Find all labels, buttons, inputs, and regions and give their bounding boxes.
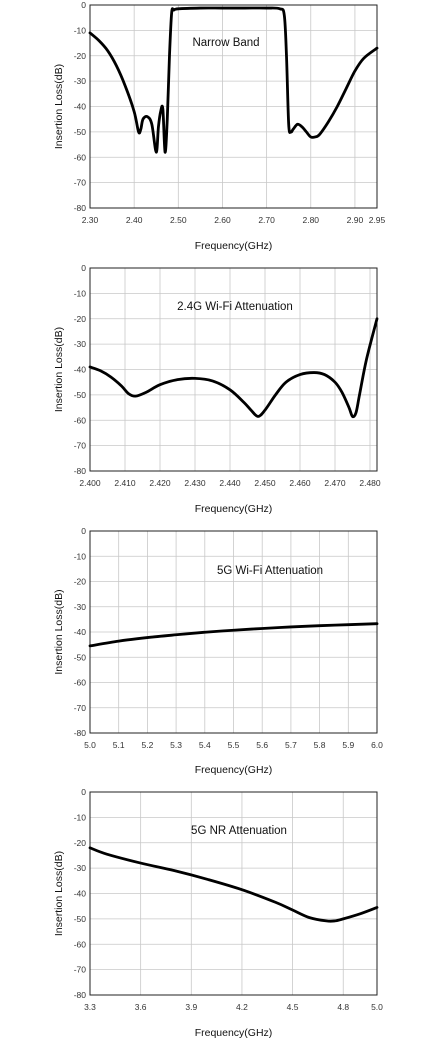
y-tick-label: -20: [74, 314, 87, 324]
x-tick-label: 2.30: [82, 215, 99, 225]
y-tick-label: -80: [74, 990, 87, 1000]
y-tick-label: -50: [74, 127, 87, 137]
y-tick-label: -40: [74, 889, 87, 899]
y-tick-label: -40: [74, 365, 87, 375]
y-tick-label: -70: [74, 441, 87, 451]
x-tick-label: 2.400: [79, 478, 101, 488]
y-tick-label: 0: [81, 0, 86, 10]
y-tick-label: -30: [74, 602, 87, 612]
x-axis-title: Frequency(GHz): [195, 1027, 273, 1039]
y-tick-label: -30: [74, 76, 87, 86]
y-tick-label: -60: [74, 152, 87, 162]
x-tick-label: 2.60: [214, 215, 231, 225]
x-tick-label: 2.480: [359, 478, 381, 488]
chart-4: 0 -10 -20 -30 -40 -50 -60 -70 -80 3.3 3.6 3.9 4.2 4.5…: [53, 787, 383, 1039]
y-axis-title: Insertion Loss(dB): [53, 64, 65, 149]
x-tick-label: 2.80: [302, 215, 319, 225]
y-tick-label: -70: [74, 703, 87, 713]
y-axis-title: Insertion Loss(dB): [53, 589, 65, 674]
y-tick-label: -80: [74, 728, 87, 738]
x-tick-label: 2.450: [254, 478, 276, 488]
y-tick-label: -80: [74, 466, 87, 476]
x-tick-label: 2.95: [369, 215, 386, 225]
y-axis-title: Insertion Loss(dB): [53, 851, 65, 936]
y-tick-label: -60: [74, 678, 87, 688]
y-tick-label: -20: [74, 51, 87, 61]
y-tick-label: -40: [74, 102, 87, 112]
x-axis-title: Frequency(GHz): [195, 240, 273, 252]
grid-lines: [89, 791, 378, 996]
y-tick-label: -60: [74, 415, 87, 425]
x-tick-label: 5.7: [285, 740, 297, 750]
x-tick-label: 5.3: [170, 740, 182, 750]
chart-title: Narrow Band: [192, 37, 259, 49]
y-tick-label: -30: [74, 863, 87, 873]
plot-frame: [89, 791, 378, 996]
x-tick-label: 5.2: [141, 740, 153, 750]
chart-2: 0 -10 -20 -30 -40 -50 -60 -70 -80 2.400 2.410 2.420…: [53, 263, 381, 515]
x-axis-title: Frequency(GHz): [195, 764, 273, 776]
x-axis-title: Frequency(GHz): [195, 503, 273, 515]
chart-title: 2.4G Wi-Fi Attenuation: [177, 301, 293, 313]
series-line-1: [88, 846, 379, 923]
y-tick-label: -50: [74, 914, 87, 924]
x-tick-label: 5.9: [342, 740, 354, 750]
grid-lines: [89, 530, 378, 734]
y-tick-label: -10: [74, 288, 87, 298]
x-tick-label: 2.420: [149, 478, 171, 488]
x-tick-label: 2.440: [219, 478, 241, 488]
x-tick-label: 2.430: [184, 478, 206, 488]
x-tick-label: 2.460: [289, 478, 311, 488]
y-tick-label: -70: [74, 178, 87, 188]
plot-frame: [89, 4, 378, 209]
x-tick-label: 5.0: [371, 1002, 383, 1012]
chart-title: 5G NR Attenuation: [191, 825, 287, 837]
x-tick-label: 2.50: [170, 215, 187, 225]
x-tick-label: 5.0: [84, 740, 96, 750]
y-tick-label: -10: [74, 25, 87, 35]
x-tick-label: 3.6: [135, 1002, 147, 1012]
y-tick-label: -80: [74, 203, 87, 213]
y-axis-title: Insertion Loss(dB): [53, 327, 65, 412]
series-line-1: [88, 6, 379, 154]
y-tick-label: -50: [74, 390, 87, 400]
x-tick-label: 2.90: [347, 215, 364, 225]
x-tick-label: 4.8: [337, 1002, 349, 1012]
plot-frame: [89, 267, 378, 472]
y-tick-label: -70: [74, 965, 87, 975]
x-tick-label: 5.8: [314, 740, 326, 750]
x-tick-label: 5.1: [113, 740, 125, 750]
x-tick-label: 5.6: [256, 740, 268, 750]
plot-frame: [89, 530, 378, 734]
y-tick-label: -60: [74, 939, 87, 949]
y-tick-label: -40: [74, 627, 87, 637]
y-tick-label: -20: [74, 838, 87, 848]
y-tick-label: -50: [74, 652, 87, 662]
x-tick-label: 2.40: [126, 215, 143, 225]
y-tick-label: -10: [74, 551, 87, 561]
x-tick-label: 3.9: [185, 1002, 197, 1012]
y-tick-label: -30: [74, 339, 87, 349]
x-tick-label: 5.4: [199, 740, 211, 750]
y-tick-label: 0: [81, 263, 86, 273]
y-tick-label: -20: [74, 577, 87, 587]
x-tick-label: 2.470: [324, 478, 346, 488]
x-tick-label: 3.3: [84, 1002, 96, 1012]
chart-3: 0 -10 -20 -30 -40 -50 -60 -70 -80 5.0 5.1 5.2 5.3 5.4…: [53, 526, 383, 776]
grid-lines: [89, 267, 377, 472]
chart-1: 0 -10 -20 -30 -40 -50 -60 -70 -80 2.30 2.40 2.50 2.6…: [53, 0, 386, 252]
x-tick-label: 4.5: [287, 1002, 299, 1012]
y-tick-label: 0: [81, 787, 86, 797]
x-tick-label: 2.410: [114, 478, 136, 488]
series-line-1: [88, 622, 379, 648]
x-tick-label: 2.70: [258, 215, 275, 225]
y-tick-label: -10: [74, 812, 87, 822]
chart-title: 5G Wi-Fi Attenuation: [217, 565, 323, 577]
x-tick-label: 4.2: [236, 1002, 248, 1012]
series-line-1: [88, 317, 379, 419]
x-tick-label: 6.0: [371, 740, 383, 750]
y-tick-label: 0: [81, 526, 86, 536]
x-tick-label: 5.5: [228, 740, 240, 750]
